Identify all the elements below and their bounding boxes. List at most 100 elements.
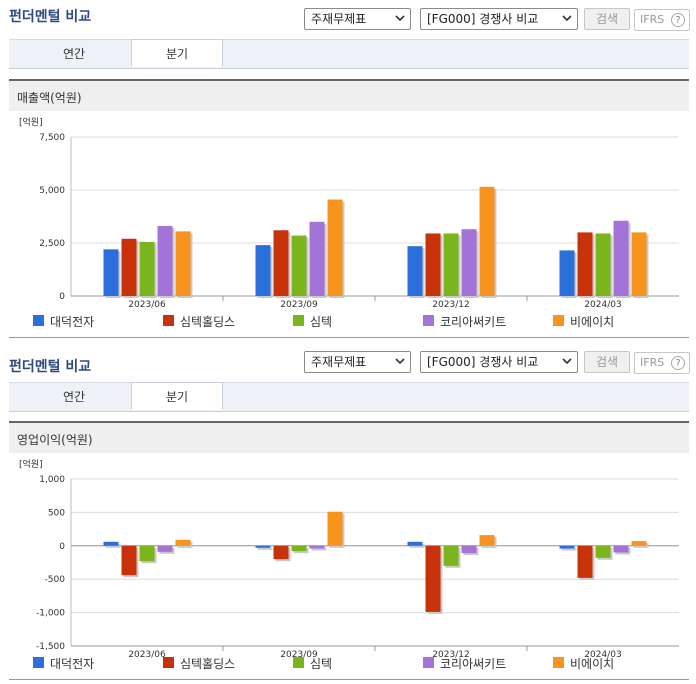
tab-quarterly[interactable]: 분기 <box>131 382 223 410</box>
bar[interactable] <box>461 545 477 554</box>
section-title: 펀더멘털 비교 <box>9 359 92 375</box>
bar[interactable] <box>291 545 307 552</box>
bar[interactable] <box>273 230 289 296</box>
legend-swatch <box>33 315 44 326</box>
help-icon[interactable]: ? <box>671 13 685 27</box>
search-button[interactable]: 검색 <box>584 351 630 373</box>
chart-area: [억원] 0 2,500 5,000 7,500 2023/06 2023/09 2023/1… <box>9 111 689 338</box>
financial-statement-select-value: 주재무제표 <box>311 355 367 369</box>
bar[interactable] <box>577 232 593 296</box>
peer-group-select[interactable]: [FG000] 경쟁사 비교 <box>420 351 578 373</box>
bar[interactable] <box>613 545 629 553</box>
bar[interactable] <box>175 539 191 546</box>
financial-statement-select-value: 주재무제표 <box>311 12 367 26</box>
peer-group-select-value: [FG000] 경쟁사 비교 <box>427 12 539 26</box>
bar[interactable] <box>327 199 343 296</box>
legend-swatch <box>423 657 434 668</box>
chevron-down-icon <box>395 15 405 22</box>
x-tick-label: 2023/09 <box>280 300 318 310</box>
bar[interactable] <box>577 545 593 578</box>
bar[interactable] <box>157 226 173 296</box>
bar[interactable] <box>443 233 459 296</box>
bar[interactable] <box>461 229 477 296</box>
tab-annual[interactable]: 연간 <box>62 390 86 404</box>
legend-swatch <box>293 315 304 326</box>
bar[interactable] <box>631 541 647 546</box>
chevron-down-icon <box>395 358 405 365</box>
y-tick-label: 7,500 <box>39 133 65 143</box>
x-tick-label: 2023/06 <box>128 300 166 310</box>
bar[interactable] <box>309 545 325 549</box>
x-tick-label: 2024/03 <box>584 300 621 310</box>
legend-label: 비에이치 <box>570 315 615 329</box>
legend-swatch <box>33 657 44 668</box>
peer-group-select-value: [FG000] 경쟁사 비교 <box>427 355 539 369</box>
legend-swatch <box>163 657 174 668</box>
bar-shadow <box>561 547 577 551</box>
legend-label: 심텍홀딩스 <box>180 315 236 329</box>
search-button[interactable]: 검색 <box>584 8 630 30</box>
unit-label: [억원] <box>19 116 43 128</box>
bar[interactable] <box>309 221 325 296</box>
period-tabs: 연간 분기 <box>9 382 689 412</box>
bar[interactable] <box>121 545 137 576</box>
bar[interactable] <box>559 545 575 549</box>
legend-label: 심텍 <box>310 315 333 329</box>
chart-title: 매출액(억원) <box>17 91 82 105</box>
bar[interactable] <box>157 545 173 552</box>
bar[interactable] <box>425 233 441 296</box>
bar[interactable] <box>407 246 423 296</box>
bar[interactable] <box>559 250 575 296</box>
help-icon[interactable]: ? <box>671 356 685 370</box>
chart-area: [억원] -1,500 -1,000 -500 0 500 1,000 2023/06 2023… <box>9 453 689 680</box>
chart-header: 영업이익(억원) <box>9 421 689 453</box>
bar[interactable] <box>479 186 495 296</box>
legend-label: 코리아써키트 <box>440 657 507 671</box>
legend-label: 비에이치 <box>570 657 615 671</box>
bar[interactable] <box>139 545 155 562</box>
tab-annual[interactable]: 연간 <box>62 47 86 61</box>
y-tick-label: 0 <box>59 292 65 302</box>
ifrs-button[interactable]: IFRS ? <box>634 9 690 31</box>
ifrs-button[interactable]: IFRS ? <box>634 352 690 374</box>
x-tick-label: 2024/03 <box>584 650 621 658</box>
financial-statement-select[interactable]: 주재무제표 <box>304 8 411 30</box>
ifrs-label: IFRS <box>640 356 665 369</box>
bar[interactable] <box>595 545 611 558</box>
period-tabs: 연간 분기 <box>9 39 689 69</box>
bar[interactable] <box>595 233 611 296</box>
bar[interactable] <box>121 238 137 296</box>
tab-quarterly[interactable]: 분기 <box>131 39 223 67</box>
bar[interactable] <box>613 220 629 296</box>
peer-group-select[interactable]: [FG000] 경쟁사 비교 <box>420 8 578 30</box>
bar[interactable] <box>425 545 441 612</box>
bar[interactable] <box>443 545 459 566</box>
y-tick-label: 2,500 <box>39 239 65 249</box>
bar[interactable] <box>103 249 119 296</box>
bar-shadow <box>257 547 273 550</box>
bar[interactable] <box>479 535 495 546</box>
ifrs-label: IFRS <box>640 13 665 26</box>
operating-profit-chart: [억원] -1,500 -1,000 -500 0 500 1,000 2023/06 2023… <box>19 458 679 658</box>
bar[interactable] <box>175 231 191 296</box>
legend-label: 대덕전자 <box>50 657 95 671</box>
bar[interactable] <box>255 545 271 548</box>
x-tick-label: 2023/12 <box>432 300 469 310</box>
bar[interactable] <box>255 245 271 296</box>
bar[interactable] <box>139 241 155 296</box>
bar[interactable] <box>273 545 289 560</box>
chevron-down-icon <box>562 15 572 22</box>
legend-swatch <box>553 657 564 668</box>
chart-title: 영업이익(억원) <box>17 433 93 447</box>
legend-swatch <box>553 315 564 326</box>
bar[interactable] <box>631 232 647 296</box>
bar[interactable] <box>327 511 343 546</box>
bar[interactable] <box>103 541 119 546</box>
y-tick-label: 5,000 <box>39 186 65 196</box>
bar[interactable] <box>407 541 423 546</box>
y-tick-label: -1,000 <box>36 609 65 619</box>
financial-statement-select[interactable]: 주재무제표 <box>304 351 411 373</box>
y-tick-label: 500 <box>48 508 65 518</box>
bar[interactable] <box>291 235 307 296</box>
legend-label: 코리아써키트 <box>440 315 507 329</box>
